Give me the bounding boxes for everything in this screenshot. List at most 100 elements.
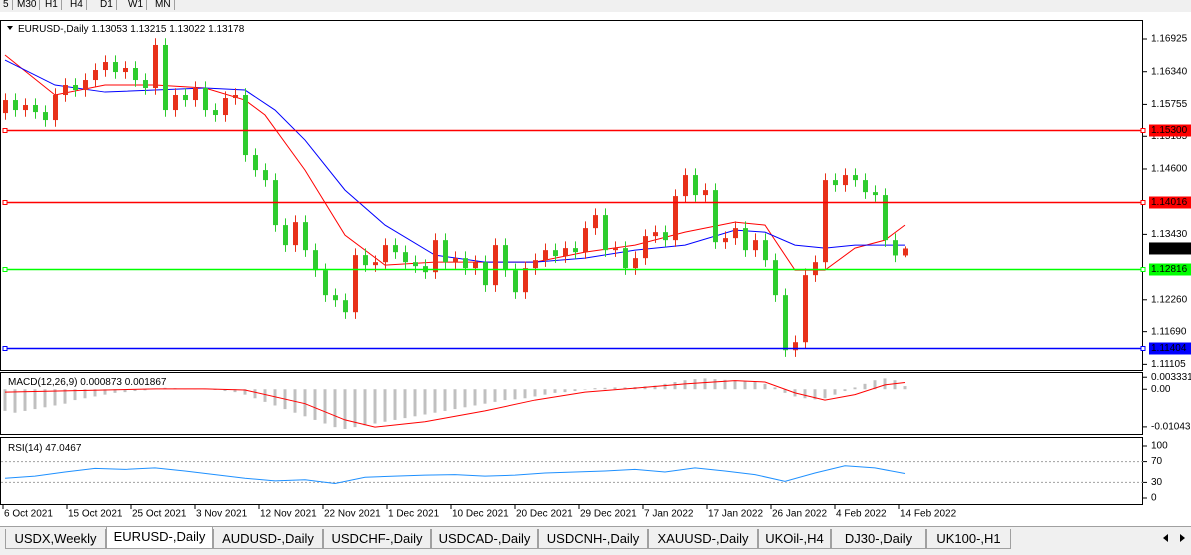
chart-tab[interactable]: AUDUSD-,Daily bbox=[213, 529, 323, 549]
candle-body bbox=[243, 95, 248, 156]
candle-body bbox=[673, 196, 678, 241]
level-label: 1.11404 bbox=[1151, 343, 1187, 354]
candle-body bbox=[703, 190, 708, 196]
chart-tab[interactable]: UKOil-,H4 bbox=[758, 529, 831, 549]
candle-body bbox=[213, 110, 218, 116]
candle-body bbox=[293, 222, 298, 246]
candle-body bbox=[493, 245, 498, 286]
candle-body bbox=[513, 270, 518, 293]
macd-bar bbox=[863, 383, 867, 390]
macd-bar bbox=[353, 389, 357, 428]
timeframe-button[interactable]: H4 bbox=[67, 0, 87, 10]
x-tick-label: 15 Oct 2021 bbox=[68, 509, 123, 520]
macd-bar bbox=[803, 389, 807, 399]
scroll-right[interactable] bbox=[1180, 534, 1185, 542]
macd-bar bbox=[23, 389, 27, 411]
x-tick-label: 29 Dec 2021 bbox=[580, 509, 637, 520]
chart-tab[interactable]: USDX,Weekly bbox=[5, 529, 106, 549]
y-tick-label: -0.01043 bbox=[1151, 422, 1191, 433]
y-tick-label: 1.16925 bbox=[1151, 34, 1188, 45]
level-handle bbox=[2, 346, 8, 351]
level-handle bbox=[1140, 128, 1146, 133]
y-tick-label: 30 bbox=[1151, 477, 1163, 488]
macd-bar bbox=[843, 389, 847, 392]
macd-bar bbox=[113, 389, 117, 393]
timeframe-button[interactable]: D1 bbox=[97, 0, 117, 10]
macd-bar bbox=[393, 389, 397, 420]
chart-tab[interactable]: XAUUSD-,Daily bbox=[648, 529, 758, 549]
chart-tab[interactable]: USDCHF-,Daily bbox=[323, 529, 431, 549]
indicator-name: MACD(12,26,9) bbox=[8, 377, 77, 388]
candle-body bbox=[893, 240, 898, 256]
level-label: 1.12816 bbox=[1151, 264, 1188, 275]
candle-body bbox=[733, 228, 738, 239]
chart-tab[interactable]: EURUSD-,Daily bbox=[106, 527, 213, 549]
macd-bar bbox=[43, 389, 47, 408]
menu-triangle[interactable] bbox=[7, 26, 13, 30]
level-handle bbox=[1140, 267, 1146, 272]
level-handle bbox=[2, 128, 8, 133]
chart-tab[interactable]: UK100-,H1 bbox=[926, 529, 1011, 549]
macd-bar bbox=[813, 389, 817, 400]
candle-body bbox=[363, 255, 368, 266]
signal-value: 0.001867 bbox=[125, 377, 167, 388]
timeframe-button[interactable]: MN bbox=[152, 0, 175, 10]
candle-body bbox=[863, 180, 868, 193]
macd-bar bbox=[93, 389, 97, 397]
candle-body bbox=[873, 192, 878, 196]
low: 1.13022 bbox=[169, 24, 206, 35]
macd-bar bbox=[553, 389, 557, 393]
candle-body bbox=[93, 70, 98, 81]
candle-body bbox=[343, 300, 348, 313]
candle-body bbox=[23, 105, 28, 111]
candle-body bbox=[583, 228, 588, 253]
candle-body bbox=[543, 250, 548, 261]
chart-tab[interactable]: USDCAD-,Daily bbox=[431, 529, 538, 549]
timeframe-toolbar: 5 M30 H1 H4 D1 W1 MN bbox=[0, 0, 1191, 12]
level-label-bg bbox=[1149, 263, 1191, 276]
chart-tab[interactable]: USDCNH-,Daily bbox=[538, 529, 648, 549]
timeframe-button[interactable]: M30 bbox=[14, 0, 41, 10]
candle-body bbox=[823, 180, 828, 263]
macd-bar bbox=[823, 389, 827, 399]
candle-body bbox=[133, 68, 138, 81]
candle-body bbox=[783, 295, 788, 351]
candle-body bbox=[403, 252, 408, 263]
tab-scroll[interactable] bbox=[1160, 532, 1188, 544]
macd-bar bbox=[473, 389, 477, 406]
candle-body bbox=[223, 98, 228, 116]
timeframe-button[interactable]: 5 bbox=[0, 0, 13, 10]
candle-body bbox=[793, 342, 798, 351]
candle-body bbox=[63, 85, 68, 96]
scroll-left[interactable] bbox=[1163, 534, 1168, 542]
candle-body bbox=[883, 195, 888, 241]
macd-bar bbox=[753, 382, 757, 390]
macd-bar bbox=[653, 385, 657, 390]
macd-bar bbox=[73, 389, 77, 401]
macd-bar bbox=[363, 389, 367, 426]
rsi-value: 47.0467 bbox=[45, 443, 82, 454]
rsi-title: RSI(14) 47.0467 bbox=[8, 443, 82, 454]
macd-bar bbox=[233, 389, 237, 393]
candle-body bbox=[433, 240, 438, 273]
level-handle bbox=[2, 267, 8, 272]
macd-bar bbox=[533, 389, 537, 397]
x-tick-label: 4 Feb 2022 bbox=[836, 509, 887, 520]
macd-bar bbox=[873, 380, 877, 390]
candle-body bbox=[33, 105, 38, 113]
candle-body bbox=[13, 100, 18, 111]
macd-bar bbox=[663, 383, 667, 390]
macd-bar bbox=[483, 389, 487, 404]
level-handle bbox=[2, 200, 8, 205]
x-tick-label: 14 Feb 2022 bbox=[900, 509, 957, 520]
candle-body bbox=[523, 268, 528, 293]
chart-tab[interactable]: DJ30-,Daily bbox=[831, 529, 926, 549]
timeframe-button[interactable]: W1 bbox=[125, 0, 147, 10]
macd-bar bbox=[263, 389, 267, 402]
x-tick-label: 6 Oct 2021 bbox=[4, 509, 53, 520]
macd-bar bbox=[703, 378, 707, 390]
candle-body bbox=[553, 250, 558, 257]
timeframe-button[interactable]: H1 bbox=[42, 0, 62, 10]
x-tick-label: 3 Nov 2021 bbox=[196, 509, 248, 520]
macd-bar bbox=[123, 389, 127, 393]
